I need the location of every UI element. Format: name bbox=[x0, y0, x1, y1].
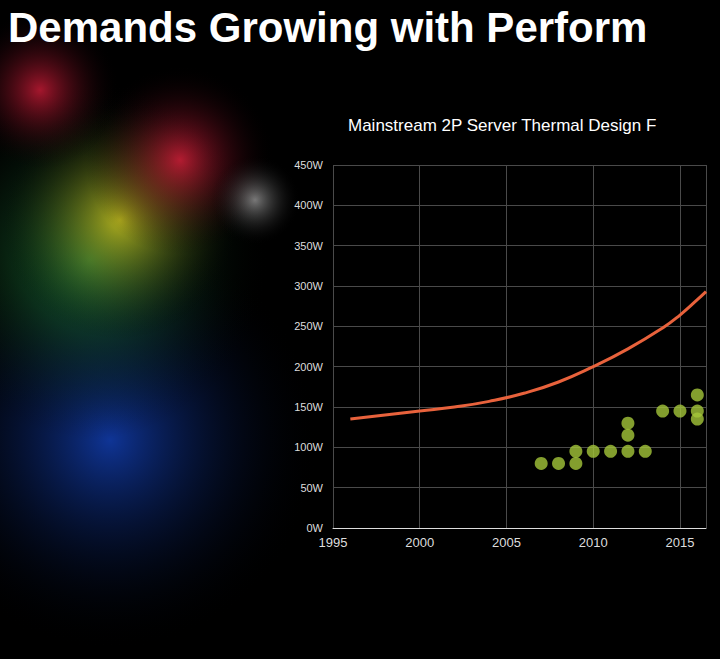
svg-text:350W: 350W bbox=[294, 240, 323, 252]
svg-text:Mainstream 2P Server Thermal D: Mainstream 2P Server Thermal Design F bbox=[348, 116, 656, 135]
svg-text:1995: 1995 bbox=[319, 535, 348, 550]
svg-text:2005: 2005 bbox=[492, 535, 521, 550]
svg-text:2010: 2010 bbox=[579, 535, 608, 550]
svg-text:100W: 100W bbox=[294, 441, 323, 453]
svg-text:50W: 50W bbox=[300, 482, 323, 494]
svg-text:Demands Growing with Perform: Demands Growing with Perform bbox=[8, 4, 647, 51]
svg-text:300W: 300W bbox=[294, 280, 323, 292]
svg-text:0W: 0W bbox=[307, 522, 324, 534]
svg-text:200W: 200W bbox=[294, 361, 323, 373]
svg-text:400W: 400W bbox=[294, 199, 323, 211]
svg-text:250W: 250W bbox=[294, 320, 323, 332]
svg-text:150W: 150W bbox=[294, 401, 323, 413]
svg-text:2000: 2000 bbox=[405, 535, 434, 550]
svg-text:450W: 450W bbox=[294, 159, 323, 171]
svg-text:2015: 2015 bbox=[666, 535, 695, 550]
